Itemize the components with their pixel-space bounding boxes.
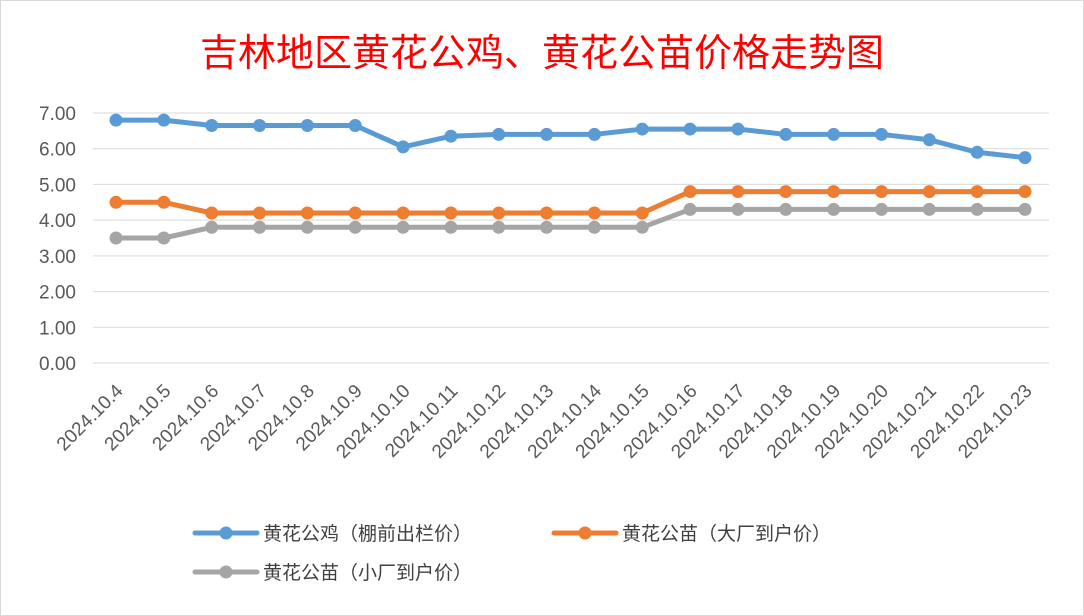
series-1 <box>109 113 1032 165</box>
data-point <box>253 206 267 220</box>
data-point <box>683 202 697 216</box>
data-point <box>540 127 554 141</box>
data-point <box>635 206 649 220</box>
legend-label: 黄花公苗（大厂到户价） <box>622 523 831 545</box>
series-line <box>113 117 1028 161</box>
data-point <box>970 145 984 159</box>
data-point <box>205 220 219 234</box>
legend-item: 黄花公苗（小厂到户价） <box>192 562 472 584</box>
data-point <box>109 195 123 209</box>
legend-item: 黄花公鸡（棚前出栏价） <box>192 523 472 545</box>
data-point <box>348 206 362 220</box>
legend-item: 黄花公苗（大厂到户价） <box>551 523 831 545</box>
y-tick-label: 2.00 <box>39 283 76 304</box>
data-point <box>540 206 554 220</box>
legend-label: 黄花公苗（小厂到户价） <box>263 562 472 584</box>
data-point <box>157 195 171 209</box>
data-point <box>970 185 984 199</box>
data-point <box>1018 202 1032 216</box>
data-point <box>587 220 601 234</box>
data-point <box>874 127 888 141</box>
data-point <box>1018 151 1032 165</box>
legend: 黄花公鸡（棚前出栏价） 黄花公苗（大厂到户价） 黄花公苗（小厂到户价） <box>192 523 831 584</box>
data-point <box>396 220 410 234</box>
legend-label: 黄花公鸡（棚前出栏价） <box>263 523 472 545</box>
data-point <box>157 231 171 245</box>
series-line <box>113 206 1028 241</box>
x-axis-ticks: 2024.10.42024.10.52024.10.62024.10.72024… <box>53 380 1037 462</box>
data-point <box>827 185 841 199</box>
legend-swatch-marker <box>219 526 233 540</box>
series-3 <box>109 202 1032 245</box>
data-point <box>444 206 458 220</box>
data-point <box>970 202 984 216</box>
data-point <box>396 206 410 220</box>
data-point <box>874 185 888 199</box>
y-tick-label: 6.00 <box>39 140 76 161</box>
data-point <box>683 122 697 136</box>
data-point <box>587 206 601 220</box>
data-point <box>827 202 841 216</box>
data-point <box>922 185 936 199</box>
series-lines <box>109 113 1032 245</box>
y-tick-label: 5.00 <box>39 175 76 196</box>
y-tick-label: 1.00 <box>39 318 76 339</box>
data-point <box>300 119 314 132</box>
data-point <box>635 220 649 234</box>
data-point <box>300 220 314 234</box>
data-point <box>922 133 936 147</box>
data-point <box>157 113 171 127</box>
data-point <box>253 119 267 132</box>
data-point <box>444 220 458 234</box>
data-point <box>348 220 362 234</box>
series-2 <box>109 185 1032 220</box>
data-point <box>492 206 506 220</box>
y-tick-label: 4.00 <box>39 211 76 232</box>
data-point <box>1018 185 1032 199</box>
data-point <box>109 231 123 245</box>
legend-swatch-marker <box>578 526 592 540</box>
data-point <box>779 127 793 141</box>
y-tick-label: 0.00 <box>39 354 76 375</box>
data-point <box>444 129 458 143</box>
legend-swatch-marker <box>219 565 233 579</box>
y-tick-label: 3.00 <box>39 247 76 268</box>
data-point <box>779 202 793 216</box>
y-tick-label: 7.00 <box>39 104 76 125</box>
data-point <box>779 185 793 199</box>
y-axis-ticks: 0.00 1.00 2.00 3.00 4.00 5.00 6.00 7.00 <box>39 104 76 375</box>
data-point <box>731 122 745 136</box>
data-point <box>205 119 219 132</box>
data-point <box>922 202 936 216</box>
data-point <box>109 113 123 127</box>
data-point <box>253 220 267 234</box>
data-point <box>300 206 314 220</box>
series-line <box>113 189 1028 216</box>
data-point <box>827 127 841 141</box>
chart-title: 吉林地区黄花公鸡、黄花公苗价格走势图 <box>199 31 884 75</box>
data-point <box>874 202 888 216</box>
data-point <box>492 220 506 234</box>
data-point <box>492 127 506 141</box>
data-point <box>635 122 649 136</box>
data-point <box>731 185 745 199</box>
data-point <box>683 185 697 199</box>
data-point <box>348 119 362 132</box>
data-point <box>731 202 745 216</box>
data-point <box>205 206 219 220</box>
data-point <box>396 140 410 154</box>
gridlines <box>93 112 1049 364</box>
data-point <box>540 220 554 234</box>
data-point <box>587 127 601 141</box>
